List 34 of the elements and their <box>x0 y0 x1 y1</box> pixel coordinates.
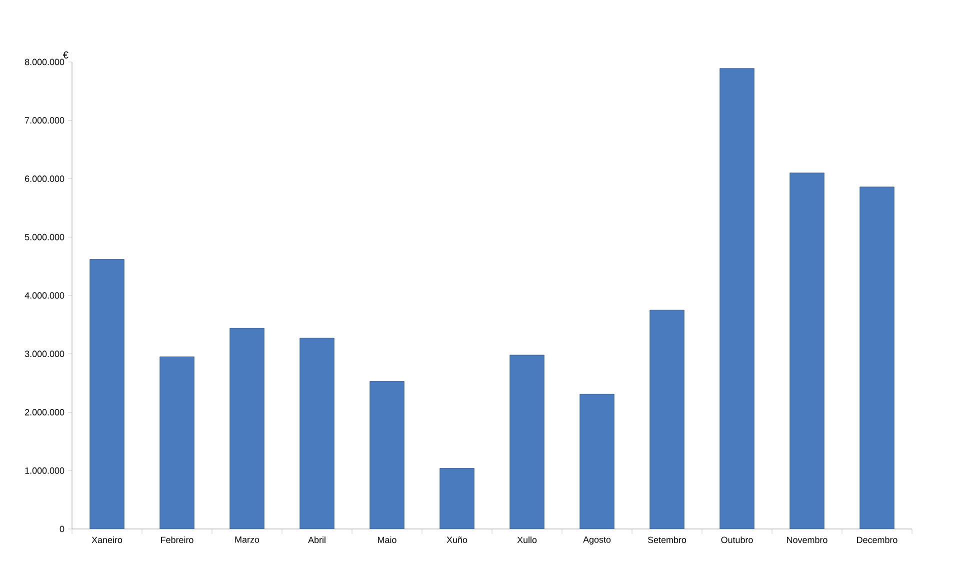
bar <box>510 354 544 529</box>
bar <box>370 381 404 529</box>
bar <box>650 310 684 529</box>
bar <box>440 468 474 529</box>
x-tick-label: Abril <box>308 536 326 544</box>
y-tick-label: 7.000.000 <box>25 117 64 124</box>
x-tick-label: Setembro <box>648 536 686 544</box>
y-tick-label: 0 <box>60 526 64 532</box>
x-tick-label: Xullo <box>517 536 537 544</box>
y-tick-label: 8.000.000 <box>24 58 64 66</box>
y-tick-label: 2.000.000 <box>25 409 64 416</box>
y-tick-label: 5.000.000 <box>24 234 64 240</box>
x-tick-label: Novembro <box>787 536 828 544</box>
x-tick-label: Febreiro <box>161 536 194 544</box>
bar <box>790 172 824 529</box>
x-tick-label: Xaneiro <box>92 536 122 544</box>
y-tick-label: 3.000.000 <box>24 350 64 358</box>
bar <box>580 394 614 529</box>
x-tick-label: Outubro <box>721 536 753 544</box>
y-tick-label: 1.000.000 <box>25 467 64 474</box>
bar <box>300 338 334 529</box>
x-tick-label: Xuño <box>446 536 468 544</box>
bar <box>230 328 264 529</box>
y-tick-label: 6.000.000 <box>25 176 64 182</box>
x-tick-label: Maio <box>378 536 396 544</box>
x-tick-label: Marzo <box>235 536 260 543</box>
bar <box>720 68 754 529</box>
x-tick-label: Decembro <box>857 536 898 544</box>
x-tick-label: Agosto <box>583 536 611 545</box>
bar <box>90 259 124 529</box>
y-axis-title: € <box>63 51 68 58</box>
bar <box>160 356 194 529</box>
y-tick-label: 4.000.000 <box>24 292 64 299</box>
bar <box>860 186 894 529</box>
